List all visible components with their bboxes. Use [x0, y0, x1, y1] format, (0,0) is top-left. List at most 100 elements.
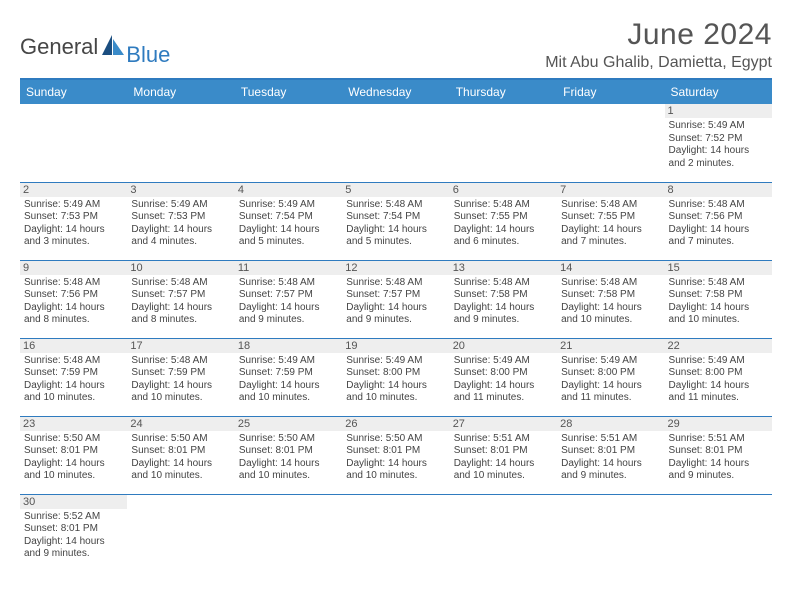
sunrise-text: Sunrise: 5:48 AM	[454, 199, 553, 212]
day-number: 6	[450, 183, 557, 197]
daylight-text: Daylight: 14 hours and 8 minutes.	[24, 302, 123, 327]
daylight-text: Daylight: 14 hours and 2 minutes.	[669, 145, 768, 170]
month-title: June 2024	[545, 18, 772, 52]
sunrise-text: Sunrise: 5:48 AM	[131, 355, 230, 368]
sunrise-text: Sunrise: 5:50 AM	[131, 433, 230, 446]
day-number: 16	[20, 339, 127, 353]
sunset-text: Sunset: 8:00 PM	[669, 367, 768, 380]
day-info: Sunrise: 5:49 AMSunset: 7:53 PMDaylight:…	[24, 199, 123, 249]
daylight-text: Daylight: 14 hours and 9 minutes.	[454, 302, 553, 327]
daylight-text: Daylight: 14 hours and 10 minutes.	[346, 380, 445, 405]
logo-text-blue: Blue	[126, 42, 170, 68]
day-number: 15	[665, 261, 772, 275]
calendar-row: 2Sunrise: 5:49 AMSunset: 7:53 PMDaylight…	[20, 182, 772, 260]
day-number: 19	[342, 339, 449, 353]
daylight-text: Daylight: 14 hours and 7 minutes.	[669, 224, 768, 249]
sunrise-text: Sunrise: 5:48 AM	[669, 199, 768, 212]
calendar-cell: 17 Sunrise: 5:48 AMSunset: 7:59 PMDayligh…	[127, 338, 234, 416]
sunset-text: Sunset: 7:59 PM	[239, 367, 338, 380]
day-number: 9	[20, 261, 127, 275]
day-number: 20	[450, 339, 557, 353]
sunrise-text: Sunrise: 5:50 AM	[239, 433, 338, 446]
day-number: 23	[20, 417, 127, 431]
sunrise-text: Sunrise: 5:49 AM	[346, 355, 445, 368]
sunset-text: Sunset: 7:58 PM	[454, 289, 553, 302]
calendar-cell: 27Sunrise: 5:51 AMSunset: 8:01 PMDayligh…	[450, 416, 557, 494]
day-info: Sunrise: 5:48 AMSunset: 7:57 PMDaylight:…	[131, 277, 230, 327]
location-label: Mit Abu Ghalib, Damietta, Egypt	[545, 54, 772, 72]
day-number: 27	[450, 417, 557, 431]
calendar-cell: 10Sunrise: 5:48 AMSunset: 7:57 PMDayligh…	[127, 260, 234, 338]
day-header: Tuesday	[235, 79, 342, 104]
sunrise-text: Sunrise: 5:48 AM	[239, 277, 338, 290]
daylight-text: Daylight: 14 hours and 6 minutes.	[454, 224, 553, 249]
day-number: 30	[20, 495, 127, 509]
sunrise-text: Sunrise: 5:49 AM	[561, 355, 660, 368]
calendar-cell: 26Sunrise: 5:50 AMSunset: 8:01 PMDayligh…	[342, 416, 449, 494]
sunrise-text: Sunrise: 5:49 AM	[24, 199, 123, 212]
sunrise-text: Sunrise: 5:51 AM	[561, 433, 660, 446]
calendar-cell: 12Sunrise: 5:48 AMSunset: 7:57 PMDayligh…	[342, 260, 449, 338]
day-info: Sunrise: 5:49 AMSunset: 7:53 PMDaylight:…	[131, 199, 230, 249]
calendar-cell	[450, 494, 557, 572]
sunrise-text: Sunrise: 5:50 AM	[24, 433, 123, 446]
calendar-cell: 20Sunrise: 5:49 AMSunset: 8:00 PMDayligh…	[450, 338, 557, 416]
daylight-text: Daylight: 14 hours and 5 minutes.	[239, 224, 338, 249]
day-number: 2	[20, 183, 127, 197]
day-info: Sunrise: 5:52 AMSunset: 8:01 PMDaylight:…	[24, 511, 123, 561]
day-info: Sunrise: 5:48 AMSunset: 7:59 PMDaylight:…	[131, 355, 230, 405]
daylight-text: Daylight: 14 hours and 9 minutes.	[561, 458, 660, 483]
daylight-text: Daylight: 14 hours and 10 minutes.	[131, 458, 230, 483]
day-number: 1	[665, 104, 772, 118]
daylight-text: Daylight: 14 hours and 9 minutes.	[346, 302, 445, 327]
sunset-text: Sunset: 7:53 PM	[24, 211, 123, 224]
day-number: 17	[127, 339, 234, 353]
sunset-text: Sunset: 7:59 PM	[131, 367, 230, 380]
day-number: 25	[235, 417, 342, 431]
daylight-text: Daylight: 14 hours and 10 minutes.	[24, 458, 123, 483]
sunrise-text: Sunrise: 5:48 AM	[24, 277, 123, 290]
day-info: Sunrise: 5:48 AMSunset: 7:57 PMDaylight:…	[239, 277, 338, 327]
day-number: 22	[665, 339, 772, 353]
sunset-text: Sunset: 8:01 PM	[346, 445, 445, 458]
day-info: Sunrise: 5:49 AMSunset: 8:00 PMDaylight:…	[669, 355, 768, 405]
daylight-text: Daylight: 14 hours and 9 minutes.	[669, 458, 768, 483]
calendar-cell	[127, 104, 234, 182]
calendar-cell	[20, 104, 127, 182]
day-number: 29	[665, 417, 772, 431]
calendar-cell: 18Sunrise: 5:49 AMSunset: 7:59 PMDayligh…	[235, 338, 342, 416]
daylight-text: Daylight: 14 hours and 3 minutes.	[24, 224, 123, 249]
day-info: Sunrise: 5:49 AMSunset: 8:00 PMDaylight:…	[346, 355, 445, 405]
sunset-text: Sunset: 7:56 PM	[669, 211, 768, 224]
daylight-text: Daylight: 14 hours and 11 minutes.	[669, 380, 768, 405]
day-info: Sunrise: 5:48 AMSunset: 7:57 PMDaylight:…	[346, 277, 445, 327]
sunset-text: Sunset: 7:57 PM	[346, 289, 445, 302]
sunrise-text: Sunrise: 5:52 AM	[24, 511, 123, 524]
day-info: Sunrise: 5:51 AMSunset: 8:01 PMDaylight:…	[669, 433, 768, 483]
sunset-text: Sunset: 8:00 PM	[561, 367, 660, 380]
day-info: Sunrise: 5:48 AMSunset: 7:58 PMDaylight:…	[561, 277, 660, 327]
calendar-cell: 16Sunrise: 5:48 AMSunset: 7:59 PMDayligh…	[20, 338, 127, 416]
sunrise-text: Sunrise: 5:48 AM	[561, 199, 660, 212]
calendar-cell: 1Sunrise: 5:49 AMSunset: 7:52 PMDaylight…	[665, 104, 772, 182]
daylight-text: Daylight: 14 hours and 10 minutes.	[239, 380, 338, 405]
sunset-text: Sunset: 8:01 PM	[669, 445, 768, 458]
calendar-row: 30 Sunrise: 5:52 AMSunset: 8:01 PMDayligh…	[20, 494, 772, 572]
day-info: Sunrise: 5:50 AMSunset: 8:01 PMDaylight:…	[239, 433, 338, 483]
calendar-cell: 13Sunrise: 5:48 AMSunset: 7:58 PMDayligh…	[450, 260, 557, 338]
calendar-cell: 14Sunrise: 5:48 AMSunset: 7:58 PMDayligh…	[557, 260, 664, 338]
calendar-cell: 15Sunrise: 5:48 AMSunset: 7:58 PMDayligh…	[665, 260, 772, 338]
sunrise-text: Sunrise: 5:50 AM	[346, 433, 445, 446]
day-header: Thursday	[450, 79, 557, 104]
calendar-cell	[235, 494, 342, 572]
sunrise-text: Sunrise: 5:48 AM	[669, 277, 768, 290]
sunrise-text: Sunrise: 5:48 AM	[454, 277, 553, 290]
sunset-text: Sunset: 8:01 PM	[24, 445, 123, 458]
calendar-cell: 28Sunrise: 5:51 AMSunset: 8:01 PMDayligh…	[557, 416, 664, 494]
sunset-text: Sunset: 8:01 PM	[561, 445, 660, 458]
day-number: 4	[235, 183, 342, 197]
sunrise-text: Sunrise: 5:49 AM	[669, 120, 768, 133]
daylight-text: Daylight: 14 hours and 8 minutes.	[131, 302, 230, 327]
sunrise-text: Sunrise: 5:49 AM	[669, 355, 768, 368]
day-header: Monday	[127, 79, 234, 104]
